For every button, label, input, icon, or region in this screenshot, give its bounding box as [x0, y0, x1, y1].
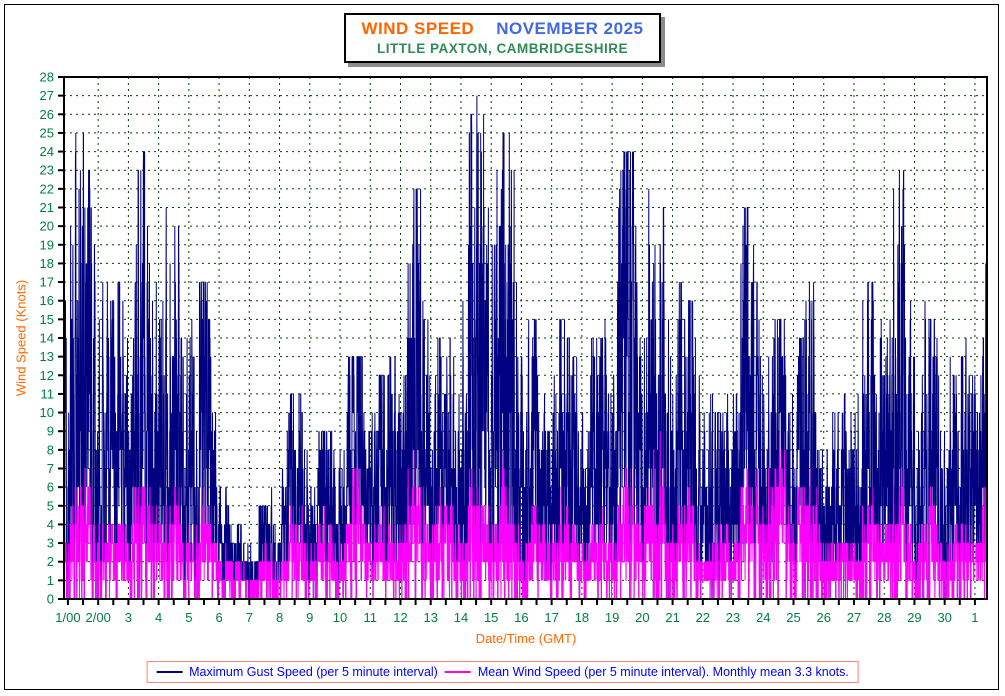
series-max-gust [63, 95, 987, 600]
svg-text:15: 15 [40, 312, 54, 327]
svg-text:19: 19 [40, 237, 54, 252]
chart-title-box: WIND SPEED NOVEMBER 2025 LITTLE PAXTON, C… [343, 13, 662, 63]
title-line: WIND SPEED NOVEMBER 2025 [362, 19, 644, 39]
svg-text:27: 27 [40, 88, 54, 103]
legend-label-max-gust: Maximum Gust Speed (per 5 minute interva… [189, 665, 438, 679]
svg-text:8: 8 [47, 442, 54, 457]
svg-text:17: 17 [40, 275, 54, 290]
svg-text:5: 5 [47, 498, 54, 513]
svg-text:14: 14 [40, 331, 54, 346]
svg-text:6: 6 [215, 610, 222, 625]
svg-text:22: 22 [40, 181, 54, 196]
svg-text:30: 30 [937, 610, 951, 625]
svg-text:6: 6 [47, 480, 54, 495]
svg-text:0: 0 [47, 592, 54, 607]
x-axis-title: Date/Time (GMT) [475, 631, 577, 646]
svg-text:26: 26 [817, 610, 831, 625]
svg-text:16: 16 [514, 610, 528, 625]
svg-text:12: 12 [40, 368, 54, 383]
svg-text:23: 23 [40, 163, 54, 178]
svg-text:12: 12 [393, 610, 407, 625]
svg-text:10: 10 [333, 610, 347, 625]
svg-text:2: 2 [47, 554, 54, 569]
svg-text:13: 13 [423, 610, 437, 625]
svg-text:5: 5 [185, 610, 192, 625]
svg-text:21: 21 [665, 610, 679, 625]
legend-label-mean-wind: Mean Wind Speed (per 5 minute interval).… [477, 665, 849, 679]
svg-text:28: 28 [877, 610, 891, 625]
svg-text:4: 4 [155, 610, 162, 625]
svg-text:18: 18 [40, 256, 54, 271]
axis-ticks [58, 76, 976, 605]
y-axis-title: Wind Speed (Knots) [13, 279, 29, 397]
svg-text:7: 7 [246, 610, 253, 625]
svg-text:26: 26 [40, 107, 54, 122]
legend-line-max-gust [156, 671, 183, 673]
svg-text:11: 11 [41, 386, 55, 401]
svg-text:20: 20 [40, 219, 54, 234]
title-month-year: NOVEMBER 2025 [496, 19, 644, 38]
svg-text:25: 25 [40, 125, 54, 140]
svg-text:7: 7 [47, 461, 54, 476]
svg-text:20: 20 [635, 610, 649, 625]
svg-text:9: 9 [47, 424, 54, 439]
svg-text:16: 16 [40, 293, 54, 308]
svg-text:24: 24 [40, 144, 54, 159]
svg-text:4: 4 [47, 517, 54, 532]
legend: Maximum Gust Speed (per 5 minute interva… [146, 661, 859, 683]
svg-text:3: 3 [125, 610, 132, 625]
svg-text:1/00: 1/00 [55, 610, 80, 625]
title-wind-speed: WIND SPEED [361, 19, 475, 38]
svg-text:29: 29 [907, 610, 921, 625]
svg-text:17: 17 [544, 610, 558, 625]
svg-text:18: 18 [575, 610, 589, 625]
legend-line-mean-wind [444, 671, 471, 673]
svg-text:25: 25 [786, 610, 800, 625]
svg-text:2/00: 2/00 [86, 610, 111, 625]
y-tick-labels: 0123456789101112131415161718192021222324… [40, 70, 54, 607]
svg-text:22: 22 [696, 610, 710, 625]
svg-text:24: 24 [756, 610, 770, 625]
svg-text:13: 13 [40, 349, 54, 364]
svg-text:27: 27 [847, 610, 861, 625]
svg-text:28: 28 [40, 70, 54, 85]
svg-text:15: 15 [484, 610, 498, 625]
svg-text:11: 11 [364, 610, 378, 625]
x-tick-labels: 1/00 2/00 3 4 5 6 7 8 9 10 11 12 13 14 15 16 17 18 19 20 21 2… [55, 610, 978, 625]
svg-text:1: 1 [47, 573, 54, 588]
svg-text:1: 1 [971, 610, 978, 625]
svg-text:8: 8 [276, 610, 283, 625]
svg-text:21: 21 [40, 200, 54, 215]
svg-text:10: 10 [40, 405, 54, 420]
svg-text:23: 23 [726, 610, 740, 625]
svg-text:19: 19 [605, 610, 619, 625]
svg-text:3: 3 [47, 536, 54, 551]
title-location: LITTLE PAXTON, CAMBRIDGESHIRE [376, 41, 628, 56]
svg-text:9: 9 [306, 610, 313, 625]
svg-text:14: 14 [454, 610, 468, 625]
